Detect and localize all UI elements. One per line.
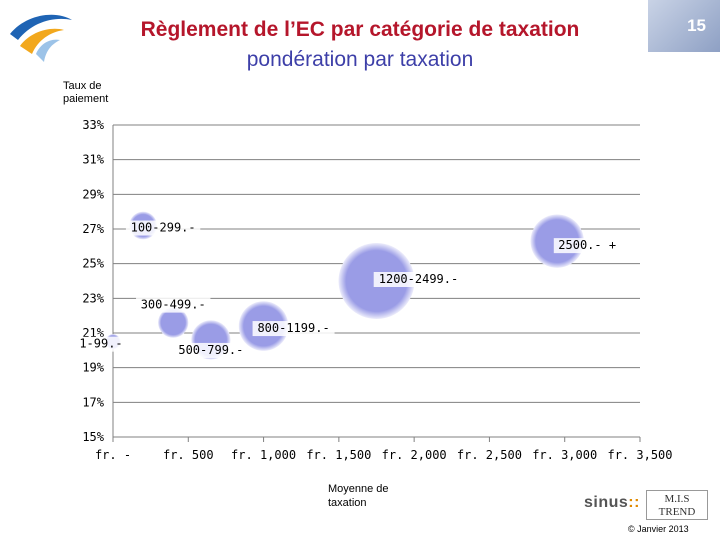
x-tick-label: fr. - <box>95 448 131 462</box>
sinus-logo-dots: :: <box>628 494 640 511</box>
y-tick-label: 19% <box>82 361 104 375</box>
y-tick-label: 21% <box>82 326 104 340</box>
slide-number: 15 <box>648 0 720 52</box>
y-tick-label: 23% <box>82 291 104 305</box>
bubble-label: 800-1199.- <box>257 321 329 335</box>
x-tick-label: fr. 3,500 <box>607 448 672 462</box>
y-tick-label: 25% <box>82 257 104 271</box>
mistrend-logo-line1: M.I.S <box>664 493 690 505</box>
x-tick-label: fr. 500 <box>163 448 214 462</box>
bubble-label-bg <box>75 336 127 352</box>
logo-swoosh <box>6 6 76 66</box>
y-tick-label: 29% <box>82 187 104 201</box>
y-tick-label: 15% <box>82 430 104 444</box>
bubble-label: 300-499.- <box>141 298 206 312</box>
x-tick-label: fr. 2,500 <box>457 448 522 462</box>
x-tick-label: fr. 3,000 <box>532 448 597 462</box>
bubble-label: 100-299.- <box>131 221 196 235</box>
x-tick-label: fr. 2,000 <box>382 448 447 462</box>
mistrend-logo: M.I.S TREND <box>646 490 708 520</box>
bubble-label: 2500.- + <box>558 238 616 252</box>
copyright: © Janvier 2013 <box>628 524 689 534</box>
bubble-label-bg <box>173 342 249 358</box>
bubble-label-bg <box>252 321 335 337</box>
sinus-logo-text: sinus <box>584 494 629 511</box>
bubble-label: 1200-2499.- <box>379 272 458 286</box>
sinus-logo: sinus:: <box>584 494 640 512</box>
y-tick-label: 31% <box>82 153 104 167</box>
bubble <box>158 307 189 338</box>
bubble-label: 1-99.- <box>79 337 122 351</box>
bubble-label-bg <box>136 297 211 313</box>
y-tick-label: 33% <box>82 118 104 132</box>
bubble-label-bg <box>553 238 621 254</box>
bubble-label-bg <box>373 272 464 287</box>
bubble-label: 500-799.- <box>178 343 243 357</box>
slide-subtitle: pondération par taxation <box>246 48 474 71</box>
y-tick-label: 27% <box>82 222 104 236</box>
mistrend-logo-line2: TREND <box>658 506 696 518</box>
slide-title: Règlement de l’EC par catégorie de taxat… <box>140 18 580 41</box>
y-tick-label: 17% <box>82 395 104 409</box>
y-axis-label: Taux de paiement <box>63 80 109 105</box>
x-tick-label: fr. 1,500 <box>306 448 371 462</box>
x-tick-label: fr. 1,000 <box>231 448 296 462</box>
bubble-label-bg <box>125 220 201 236</box>
x-axis-label: Moyenne de taxation <box>328 483 389 509</box>
